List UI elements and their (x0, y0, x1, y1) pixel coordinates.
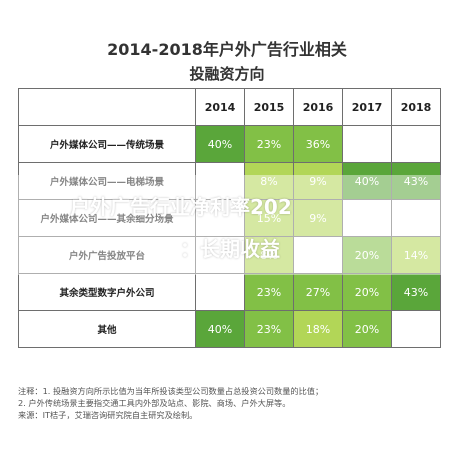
table-row: 其余类型数字户外公司 23% 27% 20% 43% (18, 273, 441, 311)
value-cell: 36% (293, 125, 343, 163)
value-cell (391, 310, 441, 348)
value-cell: 43% (391, 162, 441, 200)
value-cell: 40% (342, 162, 392, 200)
value-cell: 23% (244, 125, 294, 163)
note-line: 2. 户外传统场景主要指交通工具内外部及站点、影院、商场、户外大屏等。 (18, 398, 291, 408)
overlay-line: 户外广告行业净利率202 (70, 195, 292, 219)
column-header: 2017 (342, 88, 392, 126)
chart-title: 2014-2018年户外广告行业相关 (107, 40, 347, 59)
value-cell: 27% (293, 273, 343, 311)
value-cell: 40% (195, 125, 245, 163)
value-cell: 8% (244, 236, 294, 274)
corner-cell (18, 88, 196, 126)
value-cell (342, 125, 392, 163)
value-cell: 40% (195, 310, 245, 348)
banner-overlay (0, 175, 454, 275)
value-cell: 9% (293, 162, 343, 200)
table-row: 户外媒体公司——其余细分场景 15% 9% (18, 199, 441, 237)
value-cell: 20% (342, 273, 392, 311)
investment-table: 2014 2015 2016 2017 2018 户外媒体公司——传统场景 40%… (18, 88, 441, 348)
value-cell (195, 273, 245, 311)
overlay-line: ：长期收益 (180, 237, 280, 261)
column-header: 2014 (195, 88, 245, 126)
header-row: 2014 2015 2016 2017 2018 (18, 88, 441, 126)
value-cell (391, 125, 441, 163)
footnotes: 注释：1. 投融资方向所示比值为当年所投该类型公司数量占总投资公司数量的比值； … (18, 385, 323, 421)
value-cell: 18% (293, 310, 343, 348)
value-cell: 43% (391, 273, 441, 311)
row-label: 户外媒体公司——传统场景 (18, 125, 196, 163)
source-line: 来源：IT桔子，艾瑞咨询研究院自主研究及绘制。 (18, 410, 198, 420)
column-header: 2015 (244, 88, 294, 126)
column-header: 2016 (293, 88, 343, 126)
column-header: 2018 (391, 88, 441, 126)
note-line: 注释：1. 投融资方向所示比值为当年所投该类型公司数量占总投资公司数量的比值； (18, 386, 324, 396)
value-cell: 23% (244, 273, 294, 311)
chart-subtitle: 投融资方向 (189, 65, 265, 83)
table-row: 其他 40% 23% 18% 20% (18, 310, 441, 348)
table-row: 户外广告投放平台 8% 20% 14% (18, 236, 441, 274)
table-row: 户外媒体公司——传统场景 40% 23% 36% (18, 125, 441, 163)
row-label: 户外媒体公司——电梯场景 (18, 162, 196, 200)
table-row: 户外媒体公司——电梯场景 8% 9% 40% 43% (18, 162, 441, 200)
row-label: 其余类型数字户外公司 (18, 273, 196, 311)
overlay-headline: 户外广告行业净利率202 ：长期收益 (70, 186, 400, 270)
value-cell: 20% (342, 310, 392, 348)
value-cell: 23% (244, 310, 294, 348)
row-label: 其他 (18, 310, 196, 348)
value-cell: 8% (244, 162, 294, 200)
value-cell (195, 236, 245, 274)
value-cell: 14% (391, 236, 441, 274)
